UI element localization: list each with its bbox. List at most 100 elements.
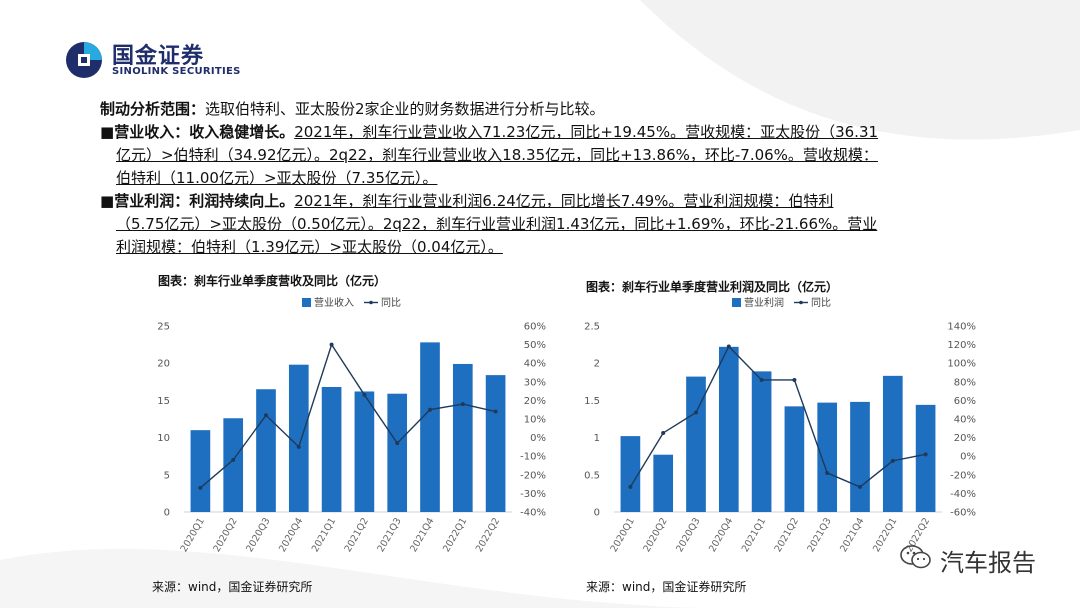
revenue-chart-y2-tick-label: -20% xyxy=(520,470,546,481)
profit-chart-x-tick-label: 2020Q2 xyxy=(641,516,669,554)
profit-chart-y-tick-label: 0.5 xyxy=(584,470,600,481)
profit-chart-y2-tick-label: -20% xyxy=(950,470,976,481)
revenue-chart-legend-line-marker xyxy=(369,300,373,305)
profit-text-1: 2021年，刹车行业营业利润6.24亿元，同比增长7.49%。营业利润规模：伯特… xyxy=(294,192,834,210)
profit-chart-y2-tick-label: 60% xyxy=(954,396,976,407)
revenue-chart-bar xyxy=(256,389,276,512)
revenue-chart-y-tick-label: 5 xyxy=(164,470,170,481)
revenue-chart-yoy-point xyxy=(493,409,498,414)
revenue-chart-x-tick-label: 2020Q4 xyxy=(277,516,305,554)
revenue-chart-legend-bar-swatch xyxy=(302,298,311,307)
revenue-chart-legend: 营业收入 同比 xyxy=(302,296,401,309)
revenue-chart-x-tick-label: 2021Q1 xyxy=(310,516,338,554)
profit-chart-y-tick-label: 2 xyxy=(594,359,600,370)
profit-chart-bar xyxy=(620,436,641,512)
revenue-chart-x-tick-label: 2020Q1 xyxy=(179,516,207,554)
revenue-chart-yoy-point xyxy=(329,342,334,347)
revenue-chart-y2-tick-label: 0% xyxy=(530,433,546,444)
revenue-label: 营业收入：收入稳健增长。 xyxy=(114,123,295,141)
profit-chart-x-tick-label: 2021Q3 xyxy=(805,516,833,554)
revenue-chart-y2-tick-label: -30% xyxy=(520,489,546,500)
revenue-chart-legend-bar-label: 营业收入 xyxy=(314,296,354,309)
profit-chart-bar xyxy=(784,406,805,512)
profit-chart-legend-line-label: 同比 xyxy=(811,297,831,309)
profit-chart-y2-tick-label: 120% xyxy=(947,340,976,351)
profit-chart-y-tick-label: 2.5 xyxy=(584,322,600,333)
profit-chart: 营业利润 同比 0 0.5 1 1.5 2 2.5 -60% -40% -20% 0% 20% 40% 60… xyxy=(584,296,976,554)
logo-chinese-name: 国金证券 xyxy=(112,44,205,69)
left-chart-source: 来源：wind，国金证券研究所 xyxy=(152,580,313,594)
profit-chart-x-tick-label: 2020Q1 xyxy=(609,516,637,554)
right-chart-source: 来源：wind，国金证券研究所 xyxy=(586,580,747,594)
revenue-chart-x-tick-label: 2021Q2 xyxy=(343,516,371,554)
revenue-chart-y2-tick-label: -10% xyxy=(520,452,546,463)
intro-body: 选取伯特利、亚太股份2家企业的财务数据进行分析与比较。 xyxy=(205,100,605,118)
analysis-text: 制动分析范围：选取伯特利、亚太股份2家企业的财务数据进行分析与比较。 ■ 营业收入… xyxy=(100,98,1030,259)
profit-chart-x-tick-label: 2020Q3 xyxy=(674,516,702,554)
profit-chart-bar xyxy=(653,454,674,512)
revenue-chart-x-tick-label: 2020Q3 xyxy=(244,516,272,554)
profit-chart-bar xyxy=(751,371,772,512)
profit-chart-x-tick-label: 2021Q2 xyxy=(773,516,801,554)
bullet-icon: ■ xyxy=(100,192,115,210)
profit-chart-x-tick-label: 2022Q1 xyxy=(871,516,899,554)
profit-chart-yoy-point xyxy=(858,484,862,489)
revenue-chart-yoy-point xyxy=(231,457,236,462)
profit-chart-yoy-point xyxy=(726,344,731,349)
revenue-chart-yoy-point xyxy=(362,392,367,397)
revenue-chart-bar xyxy=(190,430,211,512)
profit-chart-bar xyxy=(718,346,739,512)
profit-chart-legend: 营业利润 同比 xyxy=(732,296,831,309)
profit-chart-yoy-point xyxy=(890,458,895,463)
revenue-chart-bar xyxy=(223,418,244,512)
logo-english-name: SINOLINK SECURITIES xyxy=(112,66,241,77)
profit-line-1: ■营业利润：利润持续向上。2021年，刹车行业营业利润6.24亿元，同比增长7.… xyxy=(100,190,1030,213)
profit-chart-y2-tick-label: 140% xyxy=(947,322,976,333)
profit-text-2: （5.75亿元）>亚太股份（0.50亿元）。2q22，刹车行业营业利润1.43亿… xyxy=(116,215,878,233)
profit-chart-y2-tick-label: 0% xyxy=(960,452,976,463)
revenue-chart-bar xyxy=(420,342,440,512)
revenue-chart-y-tick-label: 10 xyxy=(157,433,170,444)
revenue-chart-bar xyxy=(387,393,408,512)
revenue-chart-yoy-point xyxy=(264,413,268,418)
revenue-text-1: 2021年，刹车行业营业收入71.23亿元，同比+19.45%。营收规模：亚太股… xyxy=(294,123,879,141)
profit-chart-yoy-point xyxy=(628,484,633,489)
profit-chart-y2-tick-label: 80% xyxy=(954,377,976,388)
revenue-chart-x-tick-label: 2021Q4 xyxy=(408,516,436,554)
profit-chart-y-tick-label: 0 xyxy=(594,508,600,519)
profit-chart-yoy-point xyxy=(759,377,764,382)
profit-chart-yoy-point xyxy=(792,377,797,382)
profit-chart-yoy-line xyxy=(629,345,926,488)
revenue-chart-y2-tick-label: 60% xyxy=(524,322,546,333)
profit-chart-bar xyxy=(882,375,903,512)
revenue-chart-yoy-line xyxy=(199,342,496,489)
profit-chart-y-tick-label: 1.5 xyxy=(584,396,600,407)
revenue-chart-x-tick-label: 2020Q2 xyxy=(211,516,239,554)
revenue-chart-legend-line-label: 同比 xyxy=(381,297,401,309)
revenue-chart-x-tick-label: 2022Q2 xyxy=(474,516,502,554)
profit-chart-bar xyxy=(850,401,870,512)
wechat-watermark: 汽车报告 xyxy=(900,540,1070,580)
watermark-text: 汽车报告 xyxy=(940,549,1036,577)
profit-chart-y2-tick-label: -60% xyxy=(950,508,976,519)
revenue-text-3: 伯特利（11.00亿元）>亚太股份（7.35亿元）。 xyxy=(116,169,438,187)
revenue-text-2: 亿元）>伯特利（34.92亿元）。2q22，刹车行业营业收入18.35亿元，同比… xyxy=(116,146,878,164)
revenue-chart-yoy-point xyxy=(296,444,301,449)
profit-chart-y2-tick-label: -40% xyxy=(950,489,976,500)
revenue-chart-y-tick-label: 20 xyxy=(157,359,170,370)
profit-text-3: 利润规模：伯特利（1.39亿元）>亚太股份（0.04亿元）。 xyxy=(116,238,503,256)
profit-chart-legend-line-marker xyxy=(799,300,803,305)
profit-chart-y2-tick-label: 20% xyxy=(954,433,976,444)
intro-line: 制动分析范围：选取伯特利、亚太股份2家企业的财务数据进行分析与比较。 xyxy=(100,98,1030,121)
intro-label: 制动分析范围： xyxy=(100,100,206,118)
profit-chart-yoy-point xyxy=(923,452,928,457)
profit-chart-bar xyxy=(817,402,838,512)
profit-chart-y-tick-label: 1 xyxy=(594,433,600,444)
revenue-chart-bar xyxy=(354,391,375,512)
revenue-chart-y2-tick-label: 20% xyxy=(524,396,546,407)
revenue-chart-bar xyxy=(485,375,506,512)
revenue-chart-y2-tick-label: -40% xyxy=(520,508,546,519)
revenue-chart-y2-tick-label: 10% xyxy=(524,415,546,426)
profit-chart-legend-bar-swatch xyxy=(732,298,741,307)
revenue-line-3: 伯特利（11.00亿元）>亚太股份（7.35亿元）。 xyxy=(100,167,1030,190)
